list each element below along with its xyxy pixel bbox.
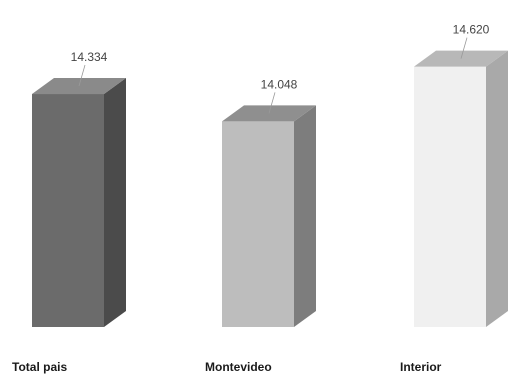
category-label: Interior	[400, 360, 442, 374]
category-label: Total pais	[12, 360, 67, 374]
bar-interior	[414, 50, 508, 328]
value-label: 14.620	[453, 23, 490, 37]
bar-montevideo	[222, 105, 316, 327]
bar-total-pais	[32, 78, 126, 327]
value-leader-line	[78, 64, 86, 87]
bar-front	[222, 121, 294, 327]
bar-front	[32, 94, 104, 327]
bars-group	[32, 50, 508, 328]
category-label: Montevideo	[205, 360, 272, 374]
value-leader-line	[268, 92, 276, 114]
value-label: 14.334	[71, 50, 108, 64]
labels-group: 14.334 Total pais 14.048 Montevideo 14.620 In…	[12, 23, 490, 374]
value-leader-line	[460, 37, 468, 59]
value-label: 14.048	[261, 77, 298, 91]
bar-side	[486, 50, 508, 328]
bar-side	[294, 105, 316, 327]
bar-front	[414, 66, 486, 328]
bar-side	[104, 78, 126, 327]
